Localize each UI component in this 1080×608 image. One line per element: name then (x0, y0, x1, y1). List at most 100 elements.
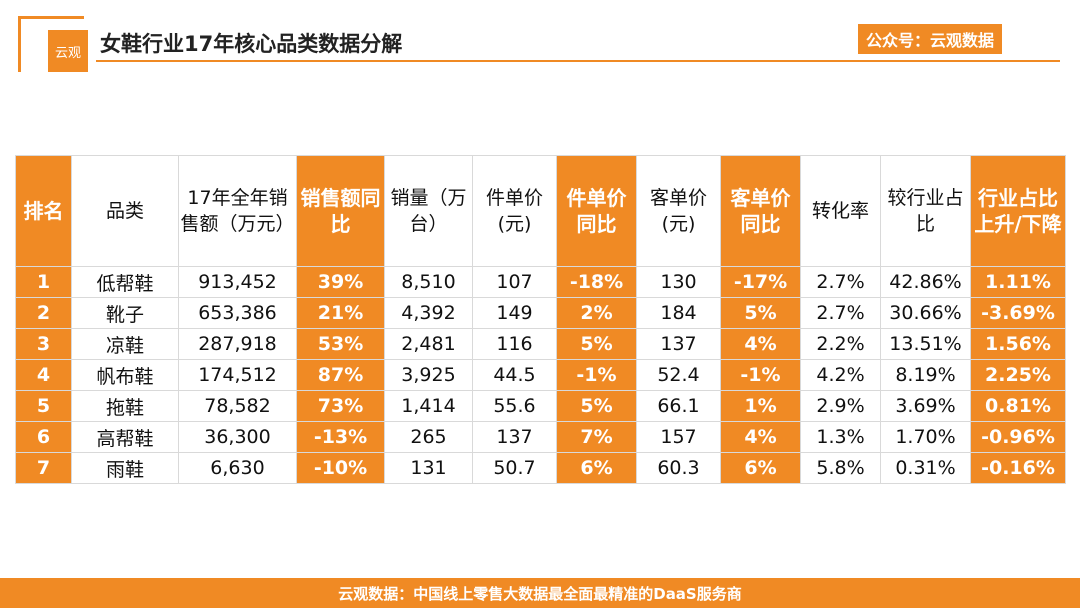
table-cell: 5% (720, 297, 801, 329)
table-cell: 7 (15, 452, 72, 484)
column-header: 排名 (15, 155, 72, 267)
table-header-row: 排名 品类 17年全年销售额（万元） 销售额同比 销量（万台） 件单价(元) 件单价同比 客单… (15, 155, 1066, 267)
table-cell: -0.16% (970, 452, 1066, 484)
table-cell: 1.3% (800, 421, 881, 453)
table-cell: 42.86% (880, 266, 971, 298)
table-cell: -3.69% (970, 297, 1066, 329)
table-cell: 131 (384, 452, 473, 484)
table-cell: 8.19% (880, 359, 971, 391)
table-cell: 78,582 (178, 390, 297, 422)
table-cell: 184 (636, 297, 721, 329)
table-cell: 2.25% (970, 359, 1066, 391)
table-cell: 39% (296, 266, 385, 298)
table-cell: 雨鞋 (71, 452, 179, 484)
table-cell: 107 (472, 266, 557, 298)
table-row: 7 雨鞋 6,630 -10% 131 50.7 6% 60.3 6% 5.8% 0.31% -0.1… (15, 452, 1066, 484)
table-cell: 44.5 (472, 359, 557, 391)
table-cell: 2.7% (800, 266, 881, 298)
table-cell: 3 (15, 328, 72, 360)
table-cell: 1.70% (880, 421, 971, 453)
table-cell: 0.81% (970, 390, 1066, 422)
table-cell: 靴子 (71, 297, 179, 329)
table-cell: 653,386 (178, 297, 297, 329)
table-cell: 13.51% (880, 328, 971, 360)
table-cell: 30.66% (880, 297, 971, 329)
column-header: 销售额同比 (296, 155, 385, 267)
table-cell: 3,925 (384, 359, 473, 391)
table-row: 1 低帮鞋 913,452 39% 8,510 107 -18% 130 -17% 2.7% 42.… (15, 266, 1066, 298)
column-header: 客单价同比 (720, 155, 801, 267)
table-cell: 1% (720, 390, 801, 422)
column-header: 行业占比上升/下降 (970, 155, 1066, 267)
table-cell: 73% (296, 390, 385, 422)
table-cell: 1.11% (970, 266, 1066, 298)
table-cell: 137 (472, 421, 557, 453)
table-cell: -10% (296, 452, 385, 484)
table-row: 4 帆布鞋 174,512 87% 3,925 44.5 -1% 52.4 -1% 4.2% 8.1… (15, 359, 1066, 391)
table-cell: 157 (636, 421, 721, 453)
table-cell: 高帮鞋 (71, 421, 179, 453)
table-cell: 53% (296, 328, 385, 360)
table-cell: 5% (556, 328, 637, 360)
table-cell: 87% (296, 359, 385, 391)
table-cell: 5.8% (800, 452, 881, 484)
table-cell: 0.31% (880, 452, 971, 484)
footer-bar: 云观数据：中国线上零售大数据最全面最精准的DaaS服务商 (0, 578, 1080, 608)
table-cell: 36,300 (178, 421, 297, 453)
table-cell: -13% (296, 421, 385, 453)
table-cell: 低帮鞋 (71, 266, 179, 298)
table-cell: 2,481 (384, 328, 473, 360)
table-cell: 2 (15, 297, 72, 329)
logo-badge: 云观 (48, 30, 88, 72)
table-cell: 4% (720, 421, 801, 453)
table-cell: 2% (556, 297, 637, 329)
table-cell: 149 (472, 297, 557, 329)
column-header: 转化率 (800, 155, 881, 267)
table-cell: 55.6 (472, 390, 557, 422)
table-cell: 116 (472, 328, 557, 360)
page-title: 女鞋行业17年核心品类数据分解 (100, 32, 403, 56)
table-cell: 50.7 (472, 452, 557, 484)
table-cell: 913,452 (178, 266, 297, 298)
table-row: 6 高帮鞋 36,300 -13% 265 137 7% 157 4% 1.3% 1.70% -0.9… (15, 421, 1066, 453)
table-cell: -17% (720, 266, 801, 298)
column-header: 17年全年销售额（万元） (178, 155, 297, 267)
table-cell: 3.69% (880, 390, 971, 422)
table-cell: 4% (720, 328, 801, 360)
account-badge: 公众号：云观数据 (857, 24, 1002, 54)
table-row: 3 凉鞋 287,918 53% 2,481 116 5% 137 4% 2.2% 13.51% 1.… (15, 328, 1066, 360)
table-cell: 2.9% (800, 390, 881, 422)
table-cell: 2.2% (800, 328, 881, 360)
table-cell: 6% (556, 452, 637, 484)
column-header: 客单价(元) (636, 155, 721, 267)
table-cell: 4,392 (384, 297, 473, 329)
table-cell: 7% (556, 421, 637, 453)
table-cell: 1.56% (970, 328, 1066, 360)
logo-frame (18, 16, 84, 72)
table-cell: -1% (720, 359, 801, 391)
table-cell: 拖鞋 (71, 390, 179, 422)
column-header: 件单价(元) (472, 155, 557, 267)
table-cell: 8,510 (384, 266, 473, 298)
table-cell: 4 (15, 359, 72, 391)
table-cell: -0.96% (970, 421, 1066, 453)
column-header: 较行业占比 (880, 155, 971, 267)
table-cell: 21% (296, 297, 385, 329)
table-cell: 6,630 (178, 452, 297, 484)
table-cell: 2.7% (800, 297, 881, 329)
table-cell: 1 (15, 266, 72, 298)
footer-text: 云观数据：中国线上零售大数据最全面最精准的DaaS服务商 (338, 584, 742, 603)
table-body: 1 低帮鞋 913,452 39% 8,510 107 -18% 130 -17% 2.7% 42.… (15, 266, 1066, 484)
table-cell: 5 (15, 390, 72, 422)
table-cell: -1% (556, 359, 637, 391)
table-cell: 5% (556, 390, 637, 422)
category-data-table: 排名 品类 17年全年销售额（万元） 销售额同比 销量（万台） 件单价(元) 件单价同比 客单… (15, 155, 1066, 484)
table-cell: 帆布鞋 (71, 359, 179, 391)
table-cell: 1,414 (384, 390, 473, 422)
table-cell: 130 (636, 266, 721, 298)
table-cell: 4.2% (800, 359, 881, 391)
table-row: 5 拖鞋 78,582 73% 1,414 55.6 5% 66.1 1% 2.9% 3.69% 0.… (15, 390, 1066, 422)
table-cell: 265 (384, 421, 473, 453)
table-cell: 凉鞋 (71, 328, 179, 360)
table-cell: 6% (720, 452, 801, 484)
